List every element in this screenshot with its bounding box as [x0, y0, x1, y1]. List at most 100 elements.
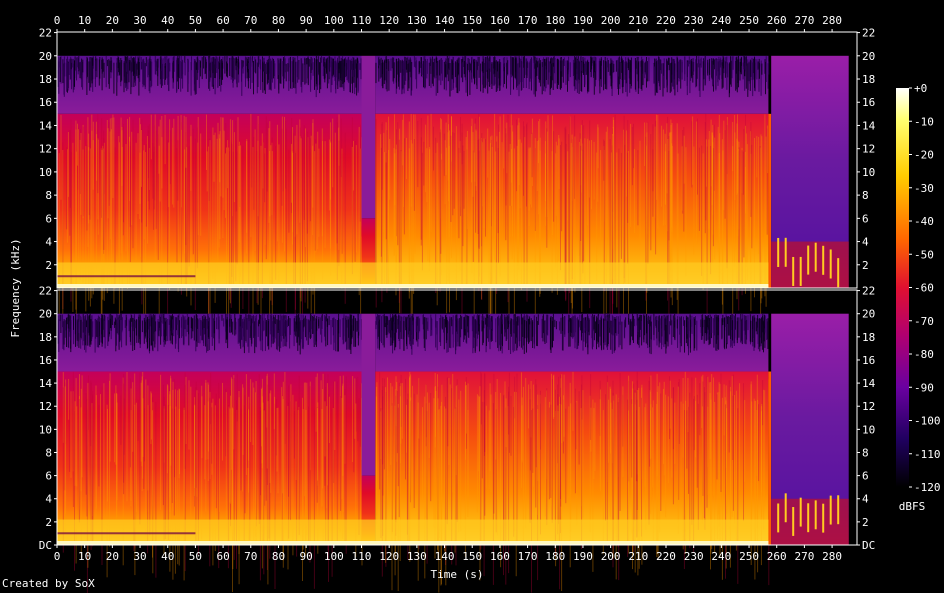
noise-streak [255, 314, 257, 348]
transient-streak [306, 382, 308, 536]
transient-streak [622, 386, 624, 478]
x-tick-label-top: 190 [573, 14, 593, 27]
transient-streak [230, 141, 232, 308]
transient-streak [540, 403, 541, 450]
noise-streak [348, 318, 350, 349]
noise-streak [394, 318, 396, 351]
x-tick-label-top: 230 [684, 14, 704, 27]
transient-streak [518, 139, 520, 245]
noise-streak [478, 317, 480, 332]
transient-streak [530, 381, 532, 438]
noise-streak [447, 321, 449, 353]
transient-streak [248, 139, 250, 328]
transient-streak [77, 123, 78, 166]
noise-streak [472, 316, 473, 325]
noise-streak [626, 62, 628, 97]
transient-streak [254, 129, 256, 251]
noise-streak [457, 58, 459, 76]
transient-streak [686, 410, 688, 469]
transient-streak [121, 126, 123, 260]
noise-streak [495, 60, 497, 92]
transient-streak [659, 382, 661, 533]
transient-streak [656, 404, 658, 557]
noise-streak [82, 321, 84, 346]
noise-streak [375, 62, 377, 84]
transient-streak [342, 385, 344, 539]
y-tick-label-right: 16 [862, 96, 875, 109]
transient-streak [660, 393, 662, 511]
transient-streak [102, 145, 104, 300]
transient-streak [235, 120, 237, 282]
noise-streak [601, 318, 603, 351]
noise-streak [125, 60, 127, 85]
transient-streak [582, 149, 584, 274]
transient-streak [680, 401, 682, 500]
noise-streak [359, 63, 361, 70]
transient-streak [188, 380, 190, 450]
noise-streak [572, 59, 574, 76]
transient-streak [719, 133, 721, 274]
transient-streak [672, 387, 674, 505]
transient-streak [498, 124, 499, 264]
noise-streak [330, 320, 332, 345]
noise-streak [497, 61, 498, 72]
noise-streak [759, 319, 761, 338]
noise-streak [604, 313, 606, 321]
transient-streak [736, 138, 738, 195]
transient-streak [424, 396, 426, 579]
noise-streak [184, 62, 186, 76]
noise-streak [356, 320, 358, 332]
transient-streak [485, 405, 487, 489]
transient-streak [451, 115, 452, 162]
x-tick-label-bottom: 0 [54, 550, 61, 563]
noise-streak [243, 318, 245, 337]
y-tick-label-left: 22 [39, 285, 52, 298]
noise-streak [467, 57, 469, 71]
transient-streak [147, 385, 149, 491]
transient-streak [466, 130, 468, 230]
noise-streak [403, 60, 405, 94]
transient-streak [110, 129, 112, 273]
y-tick-label-right: 2 [862, 516, 869, 529]
transient-streak [522, 386, 524, 545]
transient-streak [728, 380, 730, 453]
noise-streak [481, 320, 483, 332]
transient-streak [617, 402, 619, 548]
transient-streak [529, 399, 531, 523]
transient-streak [174, 409, 176, 478]
content-band [375, 371, 769, 545]
transient-streak [229, 119, 231, 304]
noise-streak [711, 61, 713, 80]
noise-streak [392, 57, 394, 82]
noise-streak [665, 314, 667, 326]
noise-streak [195, 319, 197, 352]
noise-streak [506, 57, 508, 76]
transient-streak [671, 145, 673, 306]
noise-streak [713, 59, 715, 70]
transient-streak [664, 151, 666, 204]
transient-streak [154, 114, 156, 260]
noise-streak [165, 63, 166, 80]
noise-streak [451, 317, 453, 327]
noise-streak [744, 62, 746, 71]
noise-streak [719, 59, 721, 76]
noise-streak [585, 62, 587, 69]
noise-streak [287, 63, 289, 72]
transient-streak [603, 150, 605, 222]
noise-streak [247, 57, 249, 82]
transient-streak [606, 375, 608, 547]
transient-streak [243, 405, 245, 541]
noise-streak [628, 313, 630, 323]
noise-streak [200, 320, 202, 336]
transient-streak [636, 371, 638, 482]
noise-streak [357, 314, 359, 332]
transient-streak [537, 394, 539, 481]
noise-streak [239, 314, 241, 327]
y-tick-label-left: 8 [45, 189, 52, 202]
noise-streak [138, 62, 140, 96]
transient-streak [90, 380, 92, 447]
transient-streak [507, 406, 509, 503]
panel-frame [56, 31, 858, 289]
noise-streak [409, 317, 411, 332]
transient-streak [441, 401, 442, 585]
